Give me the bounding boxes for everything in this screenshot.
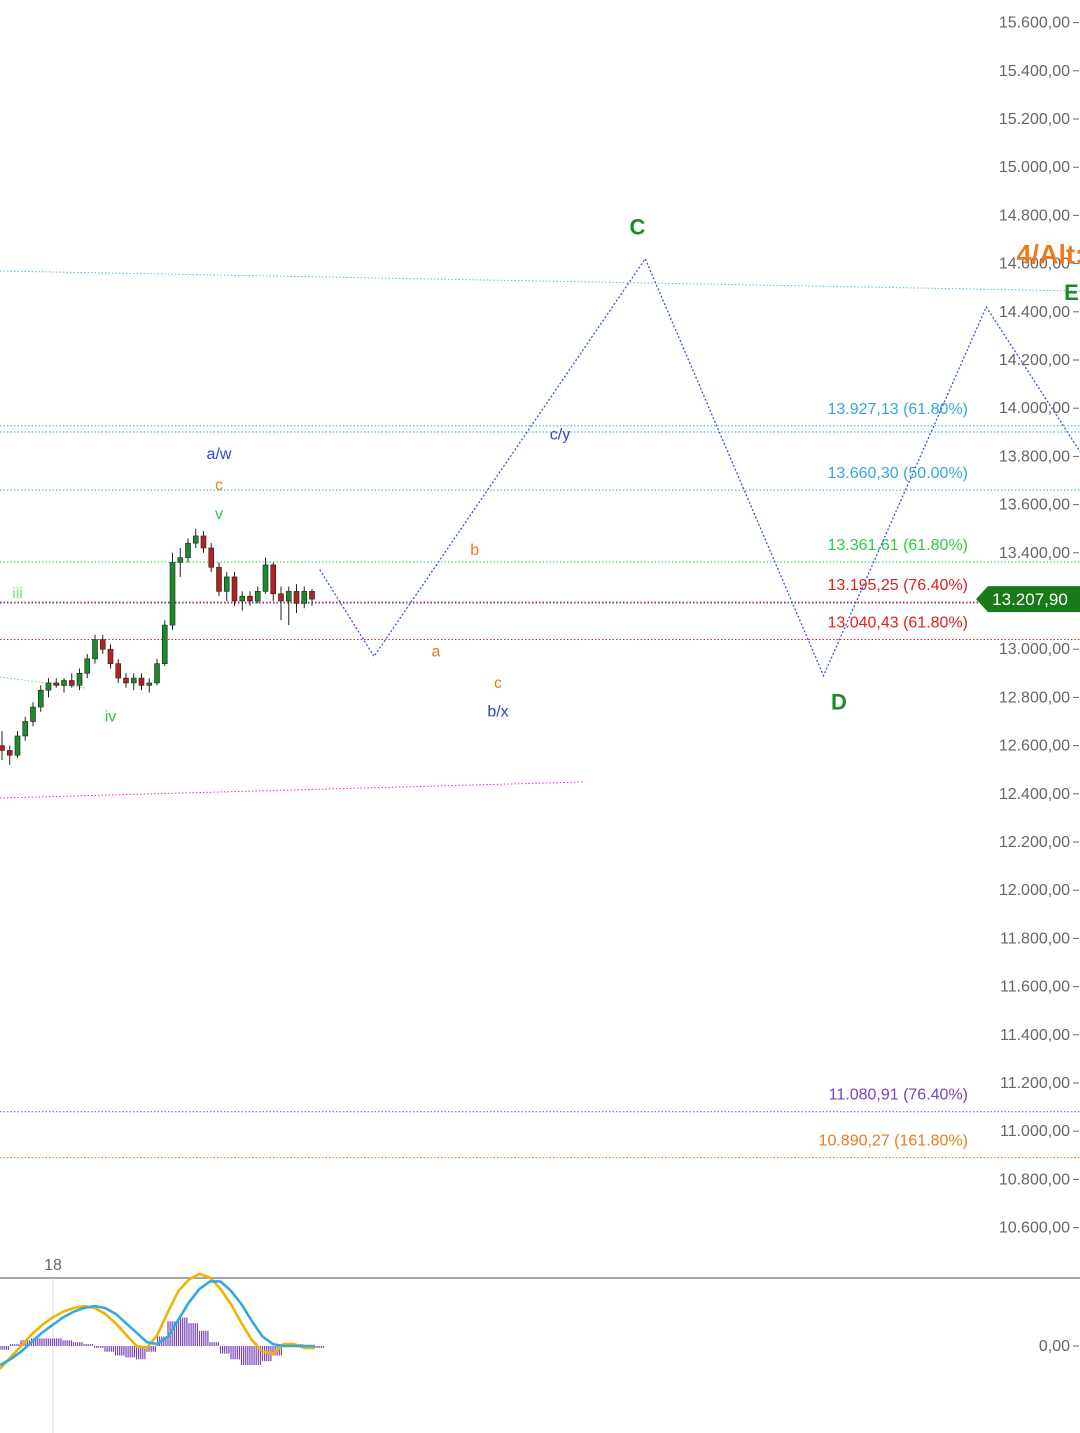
y-tick-label: 10.600,00 [999, 1220, 1070, 1237]
candle-body [99, 639, 106, 650]
wave-label: c/y [550, 427, 570, 444]
wave-label: iv [105, 709, 117, 726]
y-tick-label: 15.200,00 [999, 111, 1070, 128]
y-tick-label: 11.200,00 [1000, 1075, 1070, 1092]
candle-body [68, 680, 75, 686]
candle-body [61, 680, 67, 686]
candle-body [6, 750, 13, 756]
fib-level-label: 13.927,13 (61.80%) [827, 401, 968, 418]
candle-body [185, 542, 191, 558]
candle-body [30, 706, 36, 722]
wave-label: a/w [207, 446, 232, 463]
y-tick-label: 15.000,00 [999, 159, 1070, 176]
candle-body [254, 591, 261, 602]
candle-body [53, 682, 60, 686]
candle-body [192, 535, 199, 544]
candle-body [270, 564, 277, 595]
fib-level-label: 11.080,91 (76.40%) [829, 1087, 968, 1104]
candle-body [169, 562, 176, 626]
y-tick-label: 14.200,00 [999, 352, 1070, 369]
candle-body [146, 682, 153, 686]
y-tick-label: 13.400,00 [999, 545, 1070, 562]
y-tick-label: 12.800,00 [999, 689, 1070, 706]
fib-level-label: 10.890,27 (161.80%) [819, 1133, 968, 1150]
candle-body [309, 591, 315, 600]
candle-body [223, 576, 230, 592]
candle-body [208, 547, 215, 568]
candle-body [278, 593, 284, 602]
candle-body [161, 624, 168, 664]
y-tick-label: 12.600,00 [999, 738, 1070, 755]
candle-body [293, 591, 300, 604]
candle-body [231, 576, 238, 602]
fib-level-label: 13.195,25 (76.40%) [827, 577, 968, 594]
candle-body [154, 663, 160, 684]
wave-label: b [470, 542, 479, 559]
wave-label: D [831, 689, 847, 714]
y-tick-label: 12.200,00 [999, 834, 1070, 851]
fib-level-label: 13.361,61 (61.80%) [827, 537, 968, 554]
candle-body [262, 564, 269, 592]
trendline-upper [0, 270, 1080, 292]
y-tick-label: 12.400,00 [999, 786, 1070, 803]
x-tick-label: 18 [44, 1257, 62, 1274]
y-tick-label: 11.600,00 [1000, 979, 1070, 996]
projection-path [319, 257, 1080, 678]
y-tick-label: 13.000,00 [999, 641, 1070, 658]
y-tick-label: 11.800,00 [1000, 930, 1070, 947]
y-tick-label: 10.800,00 [999, 1171, 1070, 1188]
candle-body [92, 639, 98, 660]
y-tick-label: 13.600,00 [999, 497, 1070, 514]
y-tick-label: 14.400,00 [999, 304, 1070, 321]
fib-level-label: 13.660,30 (50.00%) [827, 465, 968, 482]
wave-label: E [1064, 280, 1079, 305]
y-tick-label: 11.400,00 [1000, 1027, 1070, 1044]
wave-label: c [215, 477, 223, 494]
wave-label: iii [12, 586, 23, 603]
candle-body [301, 591, 308, 604]
candle-body [123, 677, 129, 684]
candle-body [0, 745, 5, 751]
candle-body [84, 658, 91, 674]
oscillator-line [0, 1272, 315, 1370]
candle-body [216, 566, 222, 592]
candle-body [115, 663, 122, 679]
wave-label: c [494, 675, 502, 692]
candle-body [138, 677, 145, 686]
candle-body [76, 672, 83, 686]
trendline-lower [0, 781, 584, 799]
y-tick-label: 15.600,00 [999, 15, 1070, 32]
wave-label: v [215, 506, 223, 523]
candle-body [247, 595, 253, 602]
y-tick-label: 14.800,00 [999, 207, 1070, 224]
candle-body [14, 735, 21, 756]
candle-body [22, 721, 29, 737]
current-price-badge [976, 586, 1080, 613]
candle-body [130, 677, 137, 684]
y-tick-label: 14.000,00 [999, 400, 1070, 417]
y-tick-label: 14.600,00 [999, 256, 1070, 273]
wave-label: b/x [487, 704, 508, 721]
trendline-wave-iv [0, 676, 86, 689]
candle-body [45, 682, 52, 691]
y-tick-label: 11.000,00 [1000, 1123, 1070, 1140]
y-tick-label: 13.800,00 [999, 448, 1070, 465]
oscillator-line [0, 1280, 315, 1367]
current-price-label: 13.207,90 [992, 590, 1068, 609]
wave-label: a [432, 643, 441, 660]
fib-level-label: 13.040,43 (61.80%) [827, 614, 968, 631]
candle-body [200, 535, 207, 549]
candle-body [107, 648, 114, 664]
y-tick-label: 15.400,00 [999, 63, 1070, 80]
candle-body [239, 595, 246, 602]
oscillator-zero-label: 0,00 [1039, 1338, 1070, 1355]
candle-body [177, 557, 184, 563]
candle-body [37, 689, 44, 708]
candle-body [285, 591, 292, 602]
y-tick-label: 12.000,00 [999, 882, 1070, 899]
wave-label: C [630, 215, 646, 240]
wave-label: 4/Alt: B [1017, 240, 1080, 270]
